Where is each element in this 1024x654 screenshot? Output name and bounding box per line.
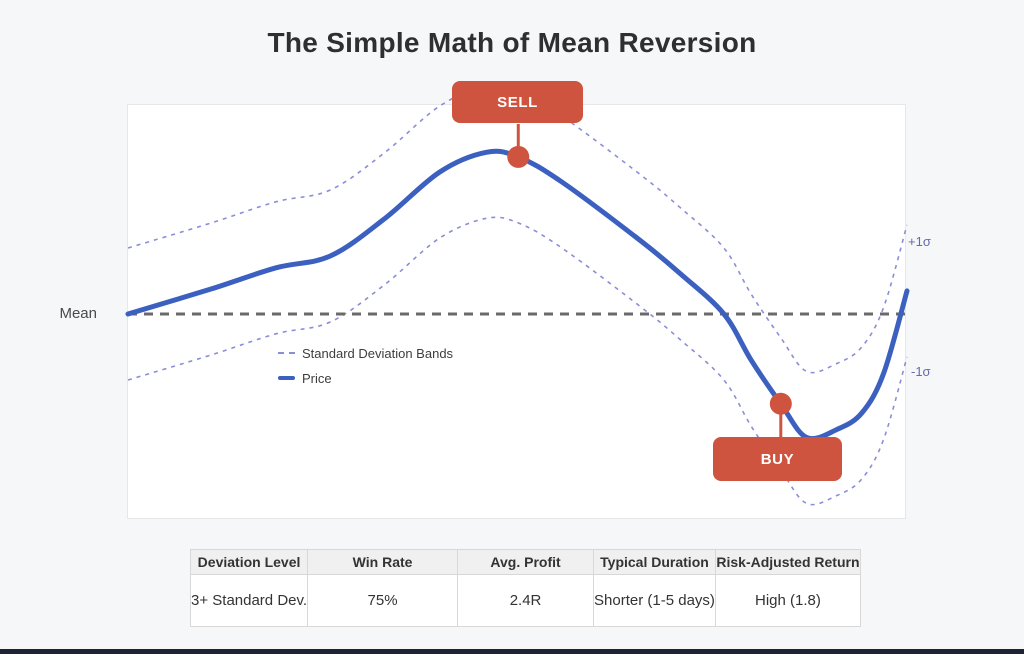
- plus-one-sigma-label: +1σ: [908, 234, 931, 249]
- legend-label-price: Price: [302, 370, 332, 386]
- table-header-cell: Avg. Profit: [457, 549, 595, 575]
- table-header-cell: Win Rate: [307, 549, 459, 575]
- chart-legend: Standard Deviation Bands Price: [278, 345, 453, 395]
- price-line-swatch: [278, 376, 295, 380]
- sell-marker-dot: [507, 145, 530, 168]
- table-header-cell: Deviation Level: [189, 549, 309, 575]
- mean-axis-label: Mean: [59, 305, 97, 322]
- buy-annotation-button[interactable]: BUY: [713, 437, 842, 481]
- table-header-cell: Typical Duration: [593, 549, 716, 575]
- table-header-row: Deviation Level Win Rate Avg. Profit Typica…: [189, 549, 861, 575]
- minus-one-sigma-label: -1σ: [911, 364, 931, 379]
- lower-deviation-band: [127, 216, 908, 506]
- table-cell: 3+ Standard Dev.: [189, 574, 309, 627]
- sell-annotation-button[interactable]: SELL: [452, 81, 583, 123]
- table-row: 3+ Standard Dev. 75% 2.4R Shorter (1-5 days…: [189, 574, 861, 627]
- table-cell: Shorter (1-5 days): [593, 574, 716, 627]
- chart-panel: Standard Deviation Bands Price: [125, 84, 910, 519]
- page-title: The Simple Math of Mean Reversion: [267, 27, 757, 58]
- table-cell: 2.4R: [457, 574, 595, 627]
- footer-bar: [0, 649, 1024, 654]
- stats-table: Deviation Level Win Rate Avg. Profit Typica…: [189, 549, 861, 627]
- legend-item-price: Price: [278, 370, 453, 386]
- upper-deviation-band: [127, 84, 908, 374]
- legend-item-bands: Standard Deviation Bands: [278, 345, 453, 361]
- legend-label-bands: Standard Deviation Bands: [302, 345, 454, 361]
- table-header-cell: Risk-Adjusted Return: [714, 549, 861, 575]
- dashed-band-swatch: [278, 352, 295, 354]
- price-line: [125, 148, 910, 442]
- buy-marker-dot: [769, 392, 792, 415]
- table-cell: High (1.8): [714, 574, 861, 627]
- table-cell: 75%: [307, 574, 459, 627]
- mean-reversion-chart: [125, 84, 910, 506]
